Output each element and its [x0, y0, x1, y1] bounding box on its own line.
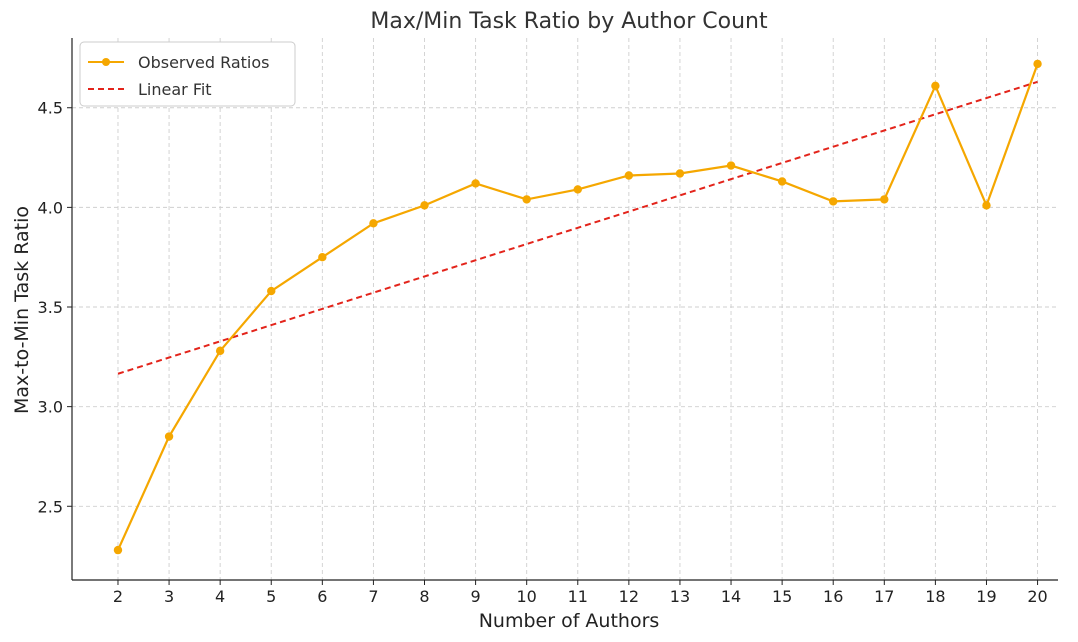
- x-tick-label: 16: [823, 587, 843, 606]
- legend-observed-marker: [102, 58, 110, 66]
- x-tick-label: 17: [874, 587, 894, 606]
- legend-observed-label: Observed Ratios: [138, 53, 269, 72]
- observed-ratio-point: [164, 432, 174, 441]
- legend-box: [79, 41, 296, 107]
- y-axis-label: Max-to-Min Task Ratio: [11, 206, 33, 414]
- linear-fit-line: [117, 80, 1038, 375]
- y-tick-label: 3.0: [38, 398, 63, 417]
- observed-ratio-point: [931, 81, 940, 91]
- observed-ratio-point: [624, 171, 634, 180]
- x-tick-label: 3: [164, 587, 174, 606]
- x-tick-label: 19: [976, 587, 996, 606]
- legend-fit-label: Linear Fit: [138, 80, 212, 99]
- x-tick-label: 10: [517, 587, 537, 606]
- observed-ratio-point: [215, 346, 225, 356]
- ticks: 2 3 4 5 6 7 8 9 10 11 12 13 14 15 16 17 18 19 20 2.5 3.0 3.5 4…: [38, 99, 1048, 606]
- observed-ratio-point: [675, 169, 685, 178]
- x-tick-label: 9: [471, 587, 481, 606]
- observed-ratio-point: [829, 197, 838, 206]
- x-axis-label: Number of Authors: [479, 610, 660, 632]
- observed-ratio-point: [471, 179, 480, 188]
- x-tick-label: 14: [721, 587, 741, 606]
- y-tick-label: 4.5: [38, 99, 63, 118]
- x-tick-label: 20: [1027, 587, 1047, 606]
- observed-ratio-point: [573, 185, 582, 194]
- x-tick-label: 15: [772, 587, 792, 606]
- observed-ratio-point: [318, 252, 327, 262]
- observed-ratio-point: [113, 545, 123, 555]
- x-tick-label: 13: [670, 587, 690, 606]
- x-tick-label: 18: [925, 587, 945, 606]
- x-tick-label: 2: [113, 587, 123, 606]
- x-tick-label: 8: [419, 587, 429, 606]
- observed-ratio-point: [880, 195, 889, 204]
- x-tick-label: 12: [619, 587, 639, 606]
- x-tick-label: 4: [215, 587, 225, 606]
- x-tick-label: 7: [368, 587, 378, 606]
- observed-ratio-point: [726, 161, 736, 170]
- observed-ratio-point: [267, 286, 276, 296]
- plot-area: [113, 59, 1042, 555]
- legend: Observed Ratios Linear Fit: [79, 41, 296, 107]
- x-tick-label: 5: [266, 587, 276, 606]
- grid: [72, 38, 1058, 580]
- y-tick-label: 2.5: [38, 497, 63, 516]
- observed-ratio-point: [982, 201, 991, 210]
- y-tick-label: 4.0: [38, 198, 63, 217]
- y-tick-label: 3.5: [38, 298, 63, 317]
- x-tick-label: 6: [317, 587, 327, 606]
- chart-title: Max/Min Task Ratio by Author Count: [370, 9, 768, 34]
- observed-ratio-point: [522, 195, 531, 204]
- x-tick-label: 11: [568, 587, 588, 606]
- observed-ratio-point: [777, 177, 787, 186]
- observed-ratio-point: [1033, 59, 1042, 69]
- observed-ratio-point: [420, 201, 429, 210]
- observed-ratio-point: [369, 219, 378, 228]
- axes: [71, 38, 1058, 581]
